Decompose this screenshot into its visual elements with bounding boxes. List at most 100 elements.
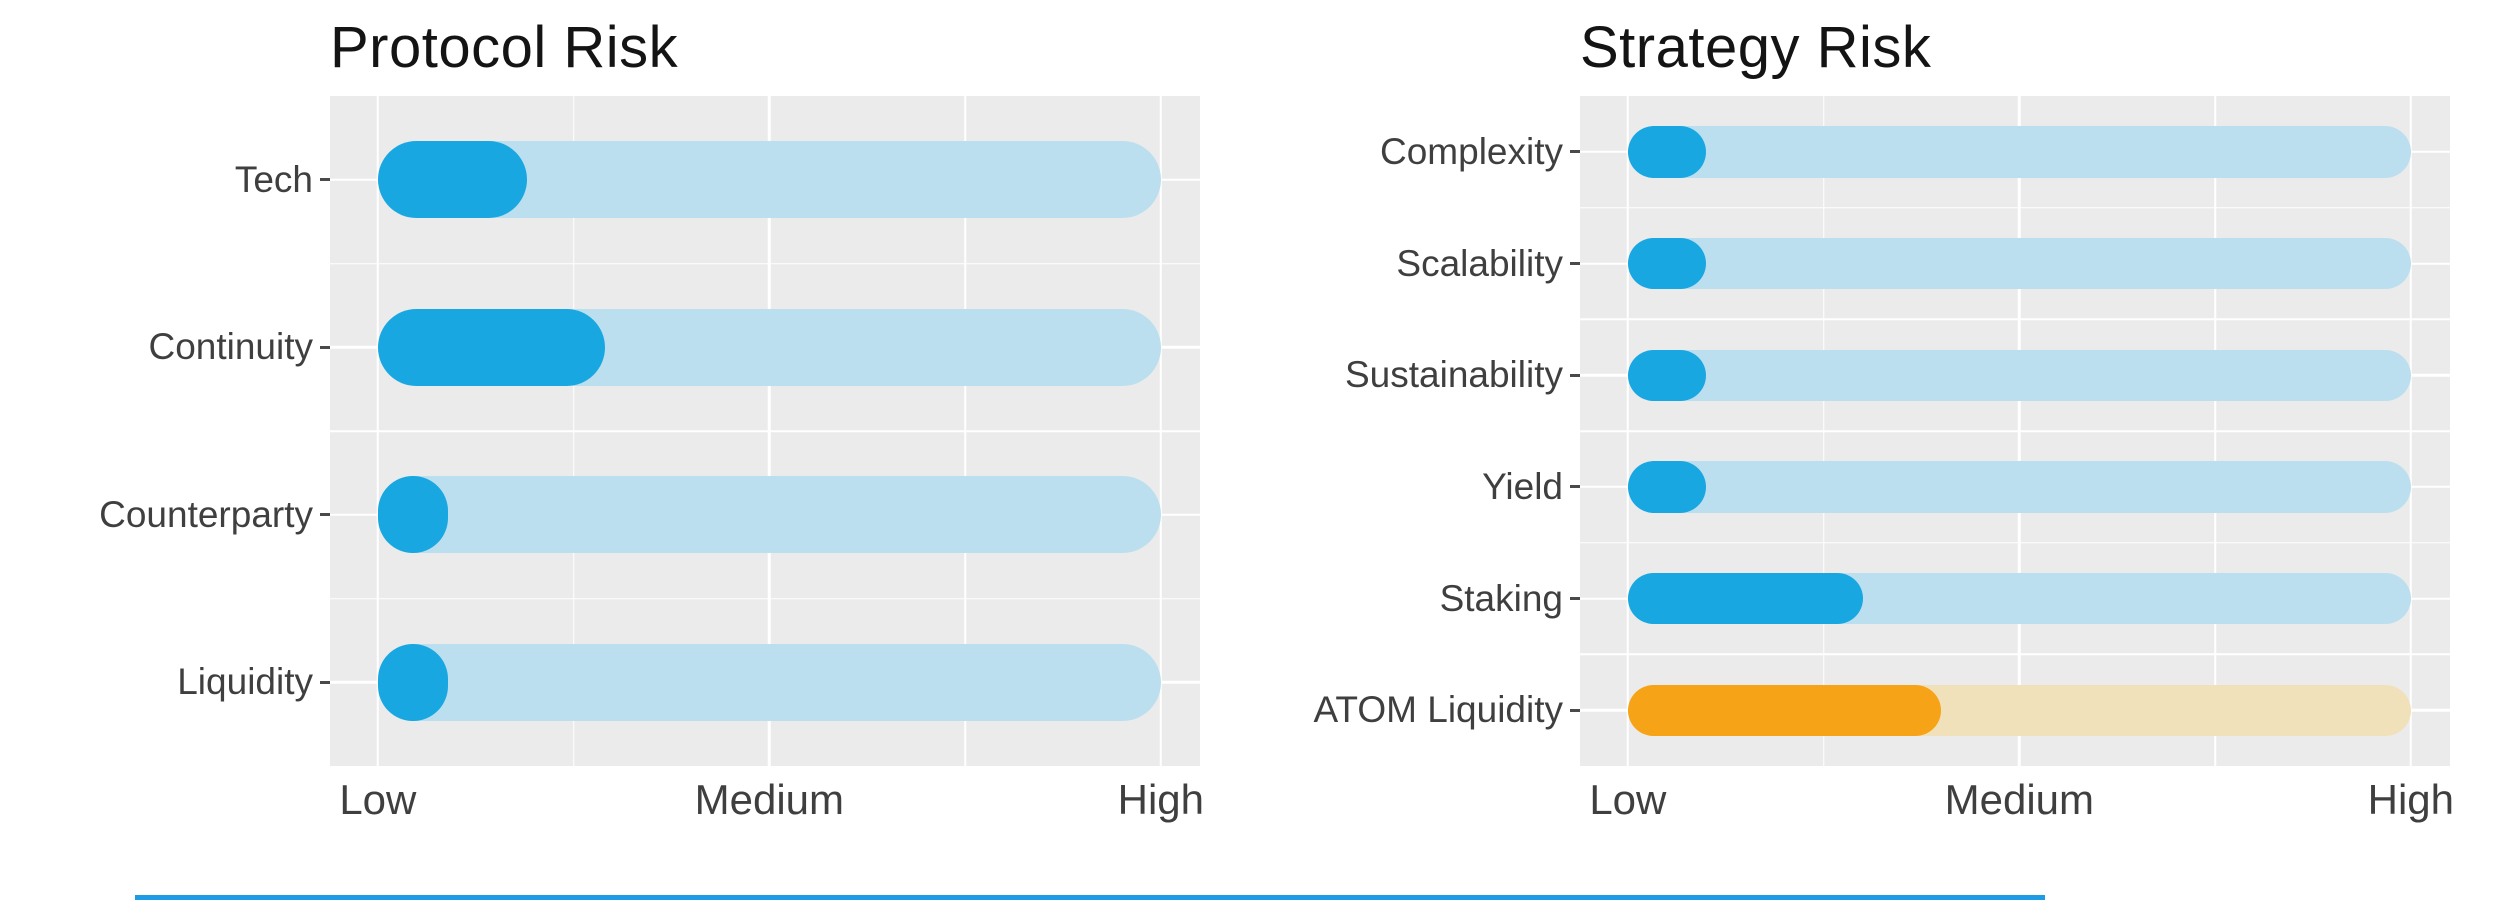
v-gridline-minor [1822,96,1825,766]
x-axis-tick-label: Low [1589,776,1667,823]
chart-body: Tech Continuity Counterparty Liquidity [0,96,1250,766]
bar-track [1627,349,2411,401]
category-label-row: Staking [1250,543,1580,655]
bar-row [377,96,1161,264]
bar-row [1627,96,2411,208]
category-label: Counterparty [99,493,313,535]
chart-title: Strategy Risk [1580,15,1932,80]
category-label: Staking [1439,577,1563,619]
bar-row [1627,543,2411,655]
bars-area [1627,96,2411,766]
x-axis-tick-label: High [2367,776,2455,823]
bar-row [1627,319,2411,431]
bar-value [1627,237,1707,290]
bar-row [377,431,1161,599]
bar-track [1627,572,2411,625]
v-gridline-major [2409,96,2413,766]
y-axis-labels: Tech Continuity Counterparty Liquidity [0,96,330,766]
bar-track [1627,461,2411,513]
y-axis-tick-mark [1570,262,1580,265]
category-label-row: Complexity [1250,96,1580,208]
strategy-risk-chart: Strategy Risk Complexity Scalability Susta… [1250,0,2500,900]
x-axis: Low Medium High [1250,766,2500,856]
v-gridline-minor [2214,96,2216,766]
bar-track [377,643,1161,721]
category-label: Sustainability [1344,354,1563,396]
bar-value [377,476,449,554]
axis-spacer [0,766,330,856]
v-gridline-major [1626,96,1630,766]
x-axis-tick-label: Medium [694,776,845,823]
category-label: ATOM Liquidity [1313,689,1564,731]
category-label-row: ATOM Liquidity [1250,654,1580,766]
bar-track [1627,126,2411,178]
category-label-row: Counterparty [0,431,330,599]
bar-track [1627,237,2411,290]
chart-title: Protocol Risk [330,15,679,80]
axis-spacer [1250,766,1580,856]
bar-track [1627,684,2411,736]
category-label-row: Liquidity [0,599,330,767]
bar-row [1627,431,2411,543]
category-label-row: Continuity [0,264,330,432]
h-gridline-minor [330,597,1200,600]
h-gridline-minor [1580,318,2450,321]
y-axis-tick-mark [1570,708,1580,712]
bar-row [1627,208,2411,320]
v-gridline-major [768,96,771,766]
bar-track [377,141,1161,219]
x-axis: Low Medium High [0,766,1250,856]
bar-value [1627,461,1707,513]
plot-panel [330,96,1200,766]
protocol-risk-chart: Protocol Risk Tech Continuity Counterparty… [0,15,1250,856]
h-gridline-minor [1580,653,2450,656]
x-axis-labels: Low Medium High [330,766,1204,856]
category-label-row: Sustainability [1250,319,1580,431]
chart-body: Complexity Scalability Sustainability Yield… [1250,96,2500,766]
category-label: Continuity [148,326,313,368]
category-label-row: Tech [0,96,330,264]
category-label: Complexity [1380,130,1563,172]
y-axis-tick-mark [320,345,330,349]
plot-panel [1580,96,2450,766]
category-label: Yield [1482,465,1563,507]
category-label: Tech [234,158,313,200]
bar-value [377,643,449,721]
y-axis-tick-mark [320,513,330,517]
y-axis-labels: Complexity Scalability Sustainability Yield… [1250,96,1580,766]
h-gridline-minor [330,430,1200,432]
h-gridline-minor [1580,206,2450,209]
bar-track [377,476,1161,554]
x-axis-labels: Low Medium High [1580,766,2454,856]
y-axis-tick-mark [320,680,330,684]
v-gridline-minor [964,96,966,766]
x-axis-tick-label: Low [339,776,417,823]
v-gridline-major [376,96,380,766]
y-axis-tick-mark [1570,597,1580,601]
h-gridline-minor [330,262,1200,265]
h-gridline-minor [1580,541,2450,544]
y-axis-tick-mark [1570,150,1580,154]
v-gridline-major [2018,96,2021,766]
x-axis-tick-label: Medium [1944,776,2095,823]
bar-value [1627,126,1707,178]
bar-value [1627,684,1942,736]
x-axis-tick-label: High [1117,776,1205,823]
h-gridline-minor [1580,430,2450,432]
bar-track [377,308,1161,386]
category-label-row: Scalability [1250,208,1580,320]
y-axis-tick-mark [1570,485,1580,489]
category-label: Liquidity [177,661,313,703]
v-gridline-minor [572,96,575,766]
bar-value [377,141,527,219]
category-label: Scalability [1396,242,1563,284]
category-label-row: Yield [1250,431,1580,543]
bar-row [377,599,1161,767]
bar-row [1627,654,2411,766]
bottom-divider-line [135,895,2045,900]
v-gridline-major [1159,96,1163,766]
bar-row [377,264,1161,432]
bar-value [1627,572,1863,625]
y-axis-tick-mark [1570,373,1580,377]
